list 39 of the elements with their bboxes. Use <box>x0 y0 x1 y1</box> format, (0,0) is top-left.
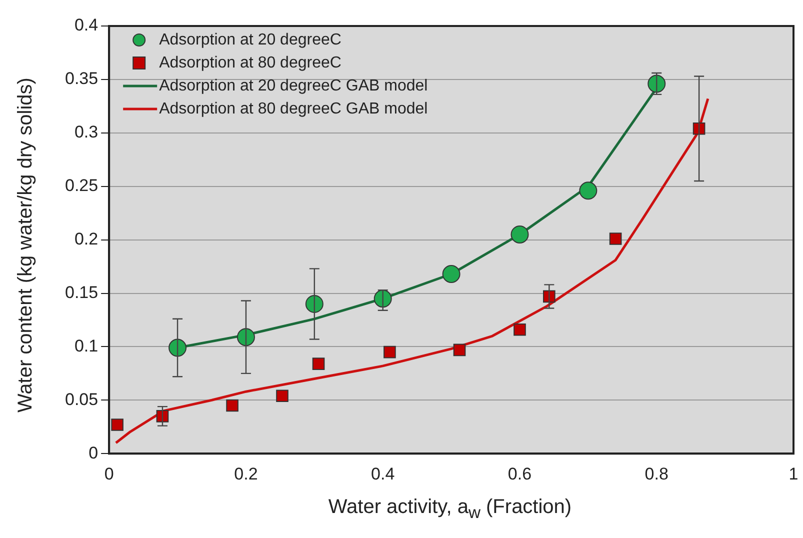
y-tick-label: 0.25 <box>64 176 98 196</box>
point <box>226 399 238 412</box>
point <box>609 232 622 245</box>
point <box>579 182 598 200</box>
legend-label: Adsorption at 80 degreeC GAB model <box>159 100 428 118</box>
point <box>156 410 169 422</box>
point <box>442 265 460 284</box>
point <box>514 323 526 336</box>
legend-label: Adsorption at 20 degreeC <box>159 31 342 48</box>
y-tick-label: 0.4 <box>74 16 98 35</box>
x-tick-label: 0 <box>104 464 114 484</box>
point <box>168 338 187 357</box>
point <box>312 358 325 370</box>
x-tick-label: 0.6 <box>508 464 532 484</box>
y-tick-label: 0.35 <box>64 69 98 88</box>
point <box>305 294 324 313</box>
y-tick-label: 0.15 <box>64 282 98 302</box>
y-tick-label: 0.05 <box>64 390 98 409</box>
legend-label: Adsorption at 80 degreeC <box>159 54 342 72</box>
y-tick-label: 0 <box>88 443 98 462</box>
point <box>453 344 466 356</box>
y-axis-title: Water content (kg water/kg dry solids) <box>14 78 38 412</box>
x-tick-label: 0.2 <box>234 464 258 484</box>
point <box>236 328 255 346</box>
point <box>692 122 706 135</box>
point <box>510 225 529 244</box>
point <box>276 390 288 402</box>
point <box>384 346 396 358</box>
y-tick-label: 0.3 <box>74 122 98 142</box>
point <box>111 418 124 431</box>
y-tick-label: 0.1 <box>74 336 98 356</box>
legend-label: Adsorption at 20 degreeC GAB model <box>159 77 428 94</box>
x-tick-label: 0.8 <box>644 464 668 484</box>
x-tick-label: 0.4 <box>371 464 395 484</box>
point <box>374 290 392 308</box>
point <box>648 74 666 93</box>
y-tick-label: 0.2 <box>74 229 98 248</box>
x-axis-title: Water activity, a$_{w}$ (Fraction) <box>327 496 573 523</box>
x-tick-label: 1 <box>788 464 798 484</box>
